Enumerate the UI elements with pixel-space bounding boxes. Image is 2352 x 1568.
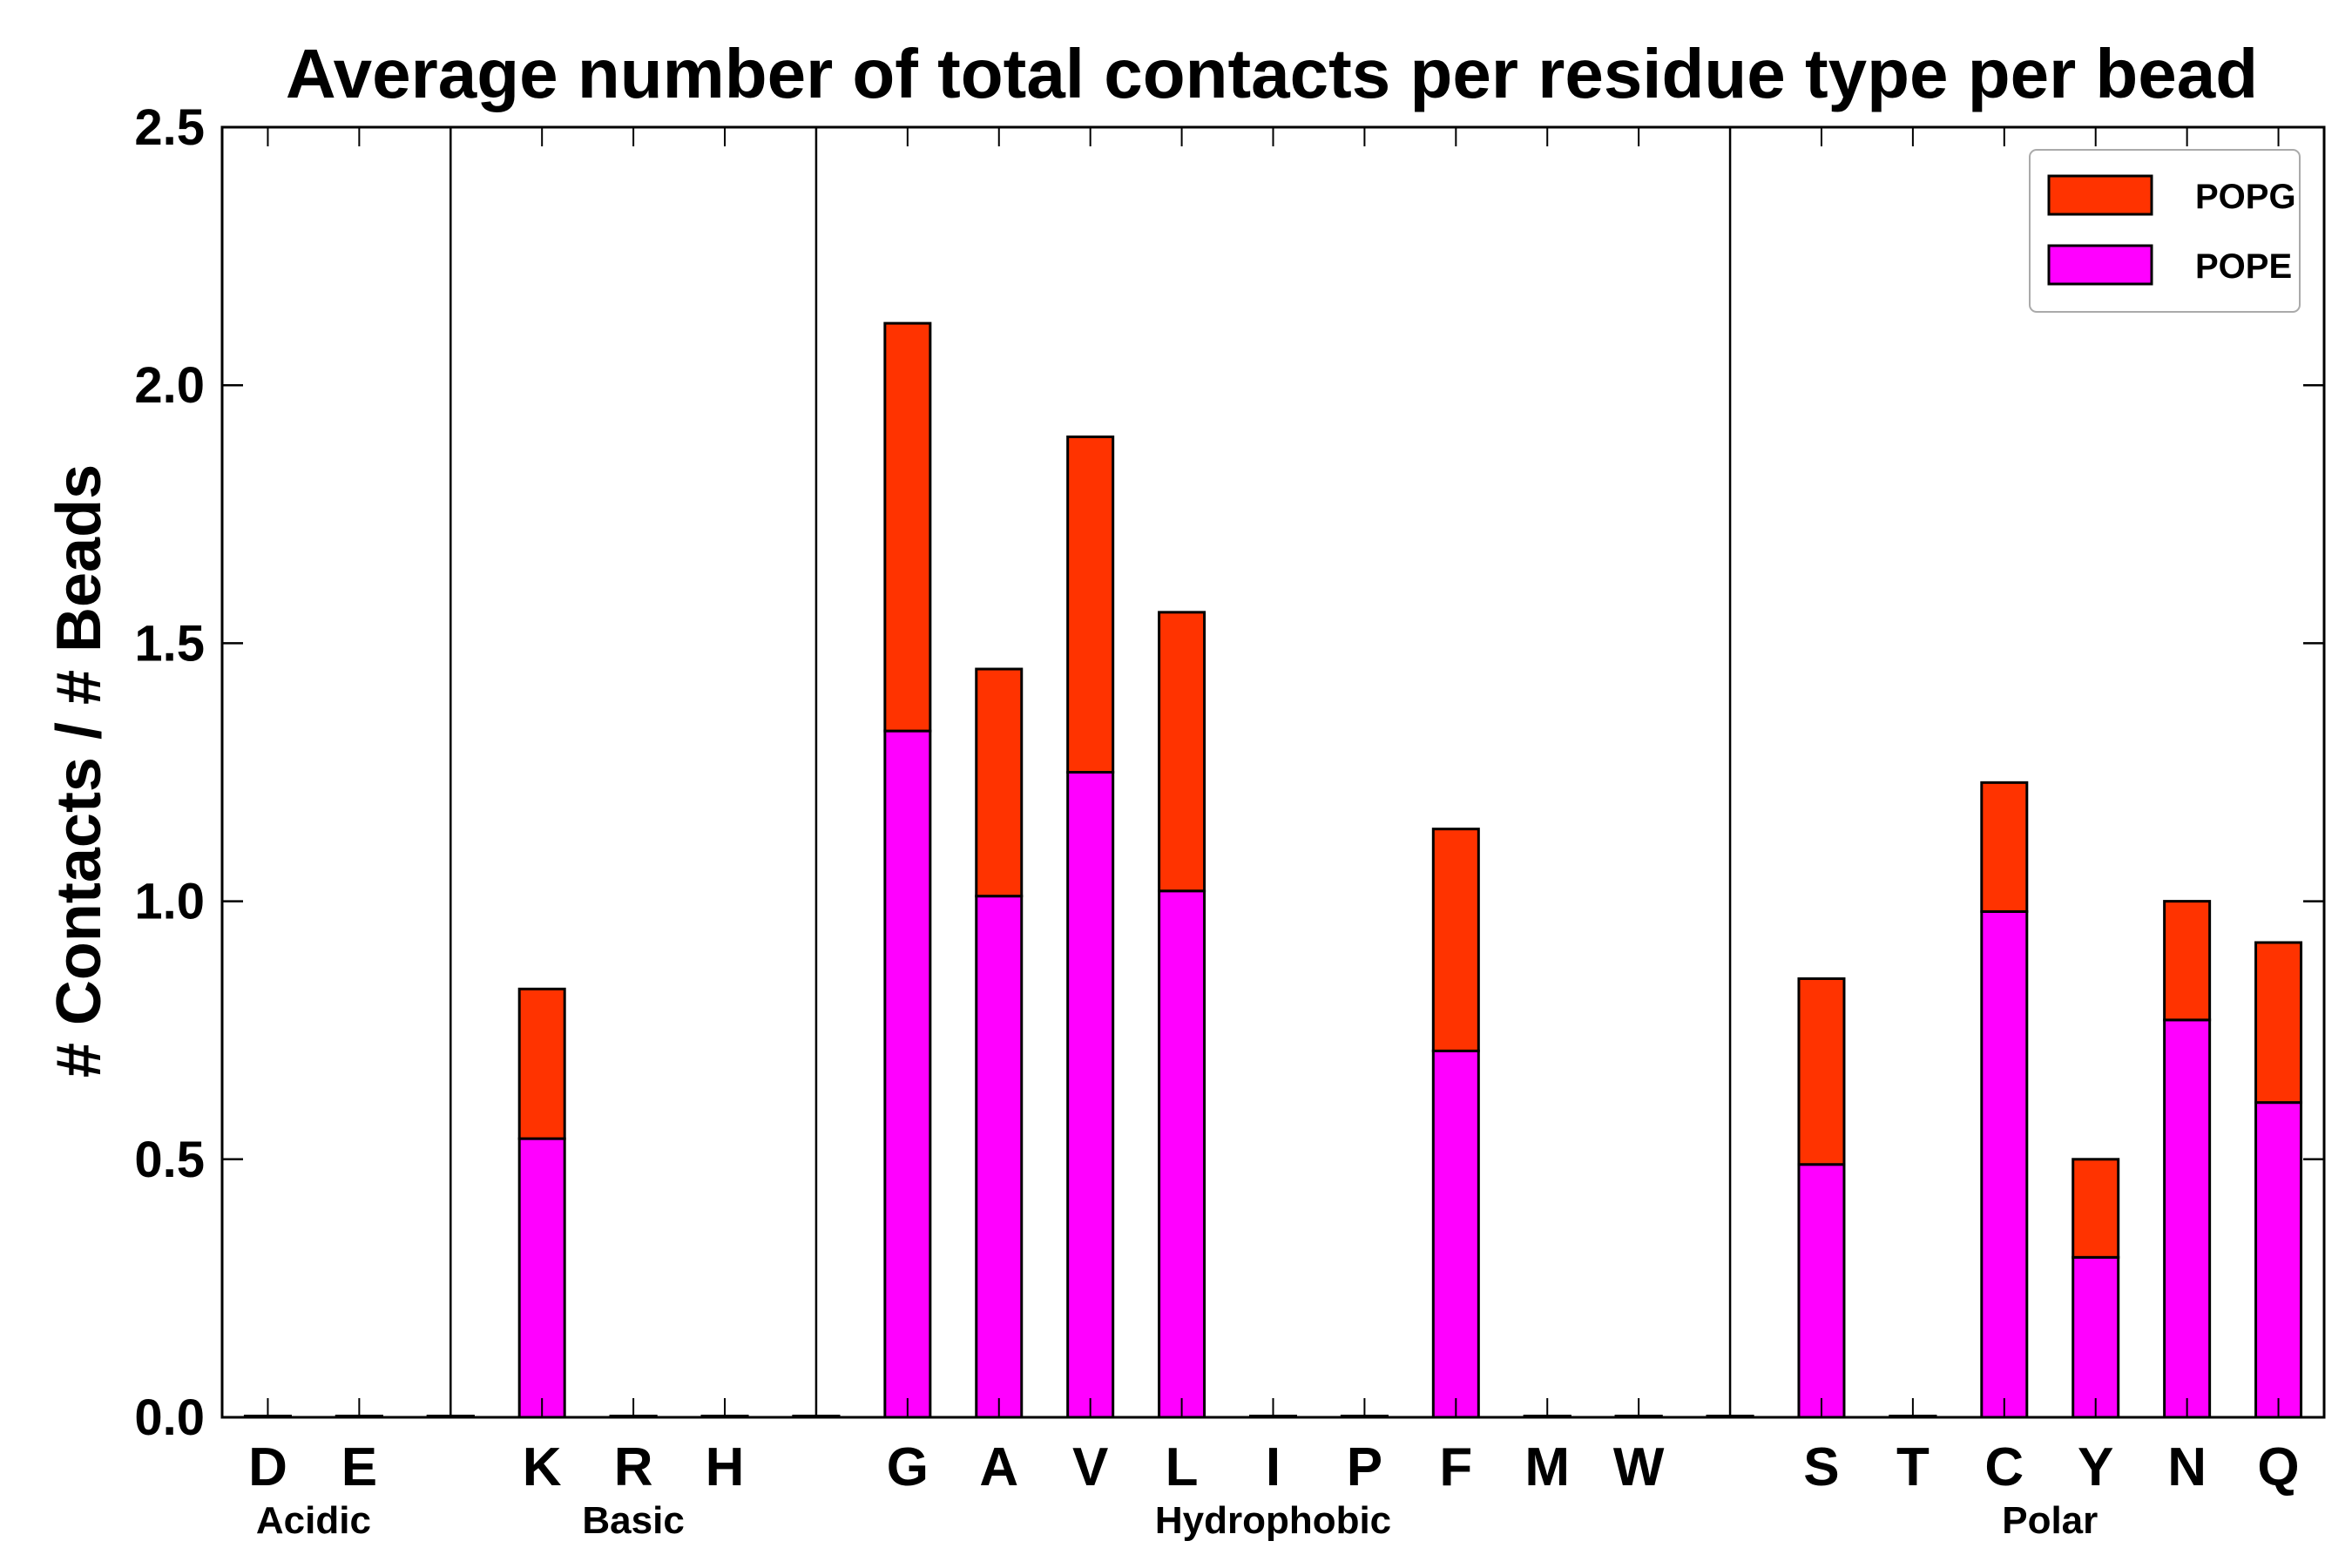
bars-layer: [243, 321, 2303, 1419]
x-tick-label-i: I: [1266, 1437, 1281, 1497]
y-tick-label-2.0: 2.0: [134, 357, 205, 414]
x-tick-label-g: G: [887, 1437, 929, 1497]
x-tick-label-n: N: [2167, 1437, 2207, 1497]
x-tick-label-e: E: [341, 1437, 377, 1497]
bar-popg-n-21: [2163, 900, 2212, 1022]
legend-box: [2029, 149, 2301, 313]
bar-popg-k-3: [517, 987, 566, 1140]
x-tick-label-q: Q: [2257, 1437, 2299, 1497]
bar-pope-l-10: [1158, 889, 1206, 1419]
legend-swatch-pope: [2047, 244, 2153, 286]
bar-popg-y-20: [2072, 1158, 2120, 1259]
x-tick-label-y: Y: [2078, 1437, 2113, 1497]
x-tick-label-p: P: [1347, 1437, 1382, 1497]
legend-swatch-popg: [2047, 174, 2153, 216]
y-tick-label-0.0: 0.0: [134, 1389, 205, 1446]
y-tick-label-0.5: 0.5: [134, 1132, 205, 1188]
bar-pope-s-17: [1797, 1163, 1846, 1419]
y-tick-label-1.0: 1.0: [134, 874, 205, 930]
bar-pope-q-22: [2254, 1101, 2303, 1419]
chart-title: Average number of total contacts per res…: [286, 35, 2258, 112]
x-tick-label-w: W: [1613, 1437, 1665, 1497]
x-tick-label-m: M: [1524, 1437, 1570, 1497]
x-tick-label-k: K: [523, 1437, 562, 1497]
x-tick-label-l: L: [1166, 1437, 1199, 1497]
y-tick-label-2.5: 2.5: [134, 99, 205, 156]
bar-popg-l-10: [1158, 611, 1206, 893]
x-tick-label-r: R: [614, 1437, 653, 1497]
y-axis-label: # Contacts / # Beads: [44, 464, 114, 1078]
y-tick-label-1.5: 1.5: [134, 615, 205, 672]
x-tick-label-f: F: [1439, 1437, 1472, 1497]
x-tick-label-s: S: [1803, 1437, 1839, 1497]
bar-pope-n-21: [2163, 1018, 2212, 1419]
group-label-acidic: Acidic: [256, 1499, 371, 1542]
bar-popg-g-7: [883, 321, 932, 733]
bar-pope-c-19: [1980, 909, 2029, 1419]
bar-popg-v-9: [1066, 435, 1115, 774]
bar-popg-c-19: [1980, 781, 2029, 913]
x-tick-label-t: T: [1896, 1437, 1930, 1497]
bar-popg-a-8: [975, 667, 1024, 898]
group-label-hydrophobic: Hydrophobic: [1155, 1499, 1391, 1542]
group-label-polar: Polar: [2002, 1499, 2098, 1542]
bar-pope-a-8: [975, 895, 1024, 1419]
x-tick-label-d: D: [248, 1437, 287, 1497]
bar-pope-f-13: [1431, 1049, 1480, 1419]
ticks-layer: D E K R H G A V L I P F M W S T C Y N Q Acidic Basic Hydrophob…: [134, 99, 2324, 1542]
bar-popg-q-22: [2254, 941, 2303, 1105]
x-tick-label-h: H: [706, 1437, 745, 1497]
bar-pope-v-9: [1066, 771, 1115, 1419]
bar-popg-s-17: [1797, 977, 1846, 1166]
group-label-basic: Basic: [582, 1499, 684, 1542]
legend-label-popg: POPG: [2195, 178, 2296, 216]
bar-pope-y-20: [2072, 1255, 2120, 1419]
x-tick-label-a: A: [979, 1437, 1018, 1497]
bar-pope-g-7: [883, 729, 932, 1419]
x-tick-label-c: C: [1984, 1437, 2024, 1497]
legend: POPG POPE: [2029, 149, 2301, 313]
x-tick-label-v: V: [1072, 1437, 1108, 1497]
legend-label-pope: POPE: [2195, 247, 2292, 286]
bar-popg-f-13: [1431, 828, 1480, 1052]
bar-pope-k-3: [517, 1137, 566, 1419]
